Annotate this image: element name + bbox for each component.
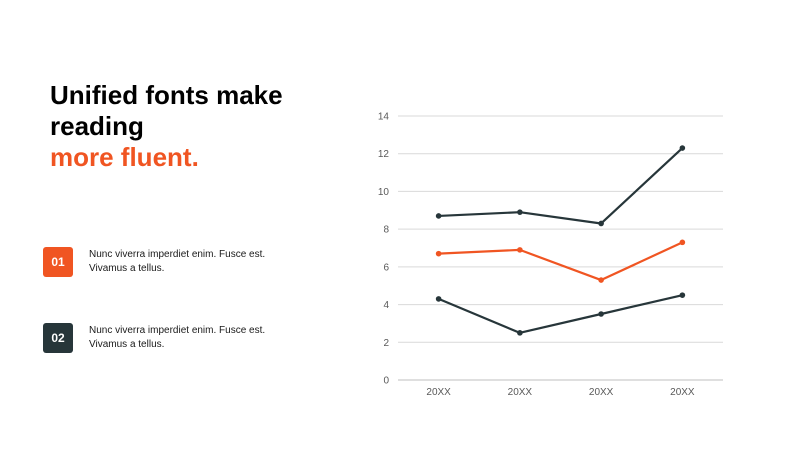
list-item-text-2: Nunc viverra imperdiet enim. Fusce est. … — [89, 325, 266, 350]
series-3-line — [438, 294, 683, 334]
list-item-text-1: Nunc viverra imperdiet enim. Fusce est. … — [89, 249, 266, 274]
series-3-point — [517, 330, 523, 336]
series-2-point — [435, 250, 442, 257]
y-tick-label: 6 — [383, 262, 389, 273]
x-tick-label: 20XX — [426, 387, 451, 398]
x-tick-label: 20XX — [508, 387, 533, 398]
number-badge-1: 01 — [43, 247, 73, 277]
series-2-point — [598, 277, 604, 283]
series-1-line — [438, 147, 684, 225]
number-badge-2: 02 — [43, 323, 73, 353]
title-line-1: Unified fonts make — [50, 80, 283, 110]
x-tick-label: 20XX — [589, 387, 614, 398]
y-tick-label: 14 — [378, 112, 390, 123]
y-tick-label: 2 — [383, 338, 389, 349]
series-1-point — [435, 213, 442, 219]
y-tick-label: 12 — [378, 149, 390, 160]
series-2-line — [438, 241, 683, 282]
series-1-point — [679, 145, 686, 151]
series-1-point — [517, 209, 523, 215]
y-tick-label: 8 — [383, 225, 389, 236]
slide-title: Unified fonts make reading more fluent. — [50, 80, 350, 173]
series-2-point — [679, 239, 686, 246]
series-3-point — [598, 311, 604, 317]
title-highlight: more fluent. — [50, 142, 199, 172]
list-item-2: 02 Nunc viverra imperdiet enim. Fusce es… — [43, 323, 323, 355]
series-2-point — [517, 247, 523, 253]
x-tick-label: 20XX — [670, 387, 695, 398]
y-tick-label: 4 — [383, 300, 389, 311]
series-3-point — [435, 296, 442, 302]
y-tick-label: 10 — [378, 187, 390, 198]
list-item-1: 01 Nunc viverra imperdiet enim. Fusce es… — [43, 247, 323, 279]
series-1-point — [598, 220, 604, 227]
y-tick-label: 0 — [383, 376, 389, 387]
title-line-2: reading — [50, 111, 144, 141]
series-3-point — [679, 292, 686, 298]
